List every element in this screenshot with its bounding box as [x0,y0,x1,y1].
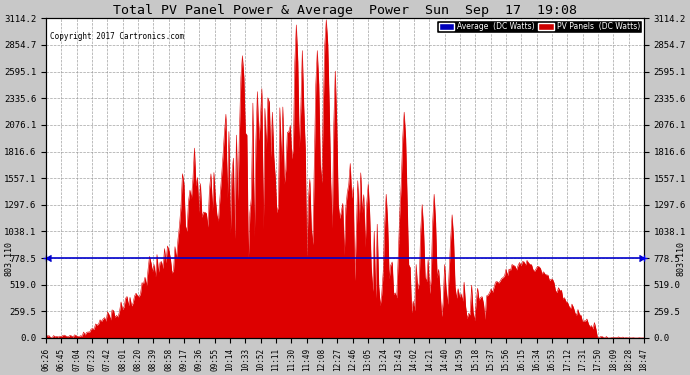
Text: 803.110: 803.110 [677,241,686,276]
Title: Total PV Panel Power & Average  Power  Sun  Sep  17  19:08: Total PV Panel Power & Average Power Sun… [113,4,577,17]
Text: Copyright 2017 Cartronics.com: Copyright 2017 Cartronics.com [50,32,184,41]
Text: 803.110: 803.110 [4,241,13,276]
Legend: Average  (DC Watts), PV Panels  (DC Watts): Average (DC Watts), PV Panels (DC Watts) [436,20,642,33]
